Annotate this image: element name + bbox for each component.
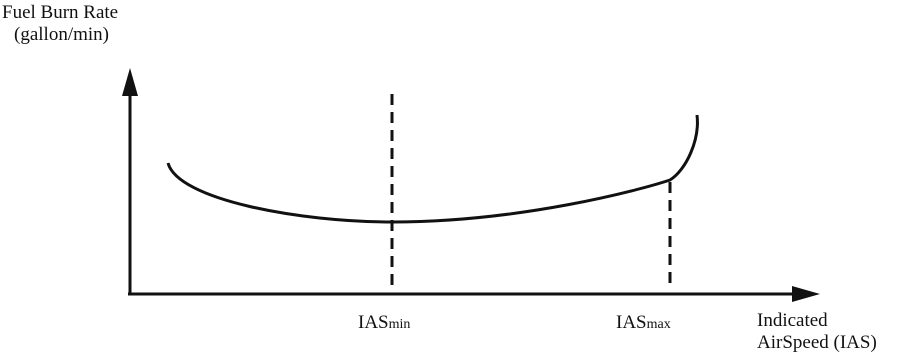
x-axis-arrowhead — [792, 286, 820, 302]
ias-max-label: IASmax — [616, 312, 671, 336]
y-axis-label-line2: (gallon/min) — [14, 24, 109, 45]
ias-min-label-base: IAS — [358, 312, 389, 333]
ias-min-label-sub: min — [388, 317, 411, 332]
x-axis-label-line1: Indicated — [757, 310, 828, 331]
y-axis-arrowhead — [122, 68, 138, 96]
x-axis-label-line2: AirSpeed (IAS) — [757, 332, 877, 353]
ias-max-label-sub: max — [646, 317, 671, 332]
ias-min-label: IASmin — [358, 312, 410, 336]
fuel-burn-curve — [166, 114, 699, 224]
y-axis-label-line1: Fuel Burn Rate — [2, 2, 119, 23]
ias-max-label-base: IAS — [616, 312, 647, 333]
